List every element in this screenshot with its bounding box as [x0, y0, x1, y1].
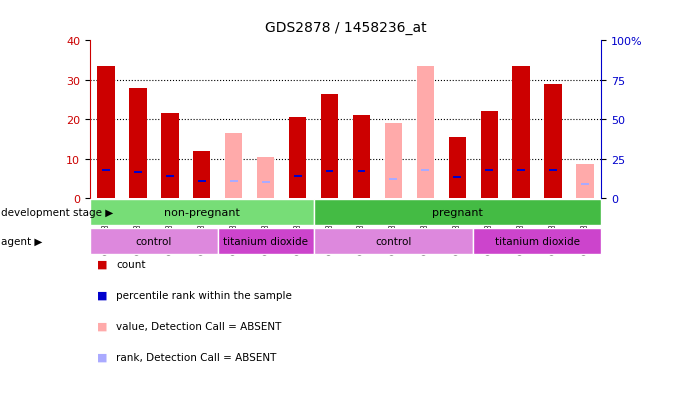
Text: ■: ■ [97, 352, 107, 362]
Bar [218, 229, 314, 255]
Text: control: control [135, 237, 172, 247]
Bar [417, 67, 434, 198]
Bar [545, 85, 562, 198]
Text: control: control [375, 237, 412, 247]
Bar [314, 200, 601, 226]
Bar [473, 229, 601, 255]
Bar [262, 182, 269, 184]
Bar [325, 171, 334, 173]
Bar [321, 94, 339, 198]
Bar [453, 177, 462, 179]
Text: percentile rank within the sample: percentile rank within the sample [116, 290, 292, 300]
Bar [385, 124, 402, 198]
Text: pregnant: pregnant [432, 208, 483, 218]
Text: rank, Detection Call = ABSENT: rank, Detection Call = ABSENT [116, 352, 276, 362]
Bar [229, 180, 238, 182]
Bar [129, 88, 146, 198]
Bar [193, 151, 211, 198]
Bar [390, 179, 397, 180]
Bar [289, 118, 306, 198]
Text: titanium dioxide: titanium dioxide [495, 237, 580, 247]
Text: value, Detection Call = ABSENT: value, Detection Call = ABSENT [116, 321, 281, 331]
Bar [480, 112, 498, 198]
Text: ■: ■ [97, 290, 107, 300]
Text: non-pregnant: non-pregnant [164, 208, 240, 218]
Bar [357, 171, 366, 173]
Bar [352, 116, 370, 198]
Bar [198, 180, 206, 182]
Bar [549, 170, 557, 172]
Text: count: count [116, 259, 146, 269]
Bar [97, 67, 115, 198]
Bar [314, 229, 473, 255]
Text: agent ▶: agent ▶ [1, 237, 43, 247]
Bar [225, 134, 243, 198]
Bar [90, 200, 314, 226]
Text: titanium dioxide: titanium dioxide [223, 237, 308, 247]
Bar [90, 229, 218, 255]
Bar [422, 170, 429, 172]
Bar [161, 114, 178, 198]
Bar [576, 165, 594, 198]
Text: development stage ▶: development stage ▶ [1, 208, 113, 218]
Bar [257, 157, 274, 198]
Bar [102, 169, 110, 171]
Bar [166, 176, 173, 178]
Bar [448, 138, 466, 198]
Bar [518, 170, 525, 172]
Bar [513, 67, 530, 198]
Bar [294, 176, 301, 178]
Text: ■: ■ [97, 321, 107, 331]
Text: ■: ■ [97, 259, 107, 269]
Bar [134, 171, 142, 173]
Text: GDS2878 / 1458236_at: GDS2878 / 1458236_at [265, 21, 426, 35]
Bar [581, 183, 589, 185]
Bar [485, 170, 493, 172]
